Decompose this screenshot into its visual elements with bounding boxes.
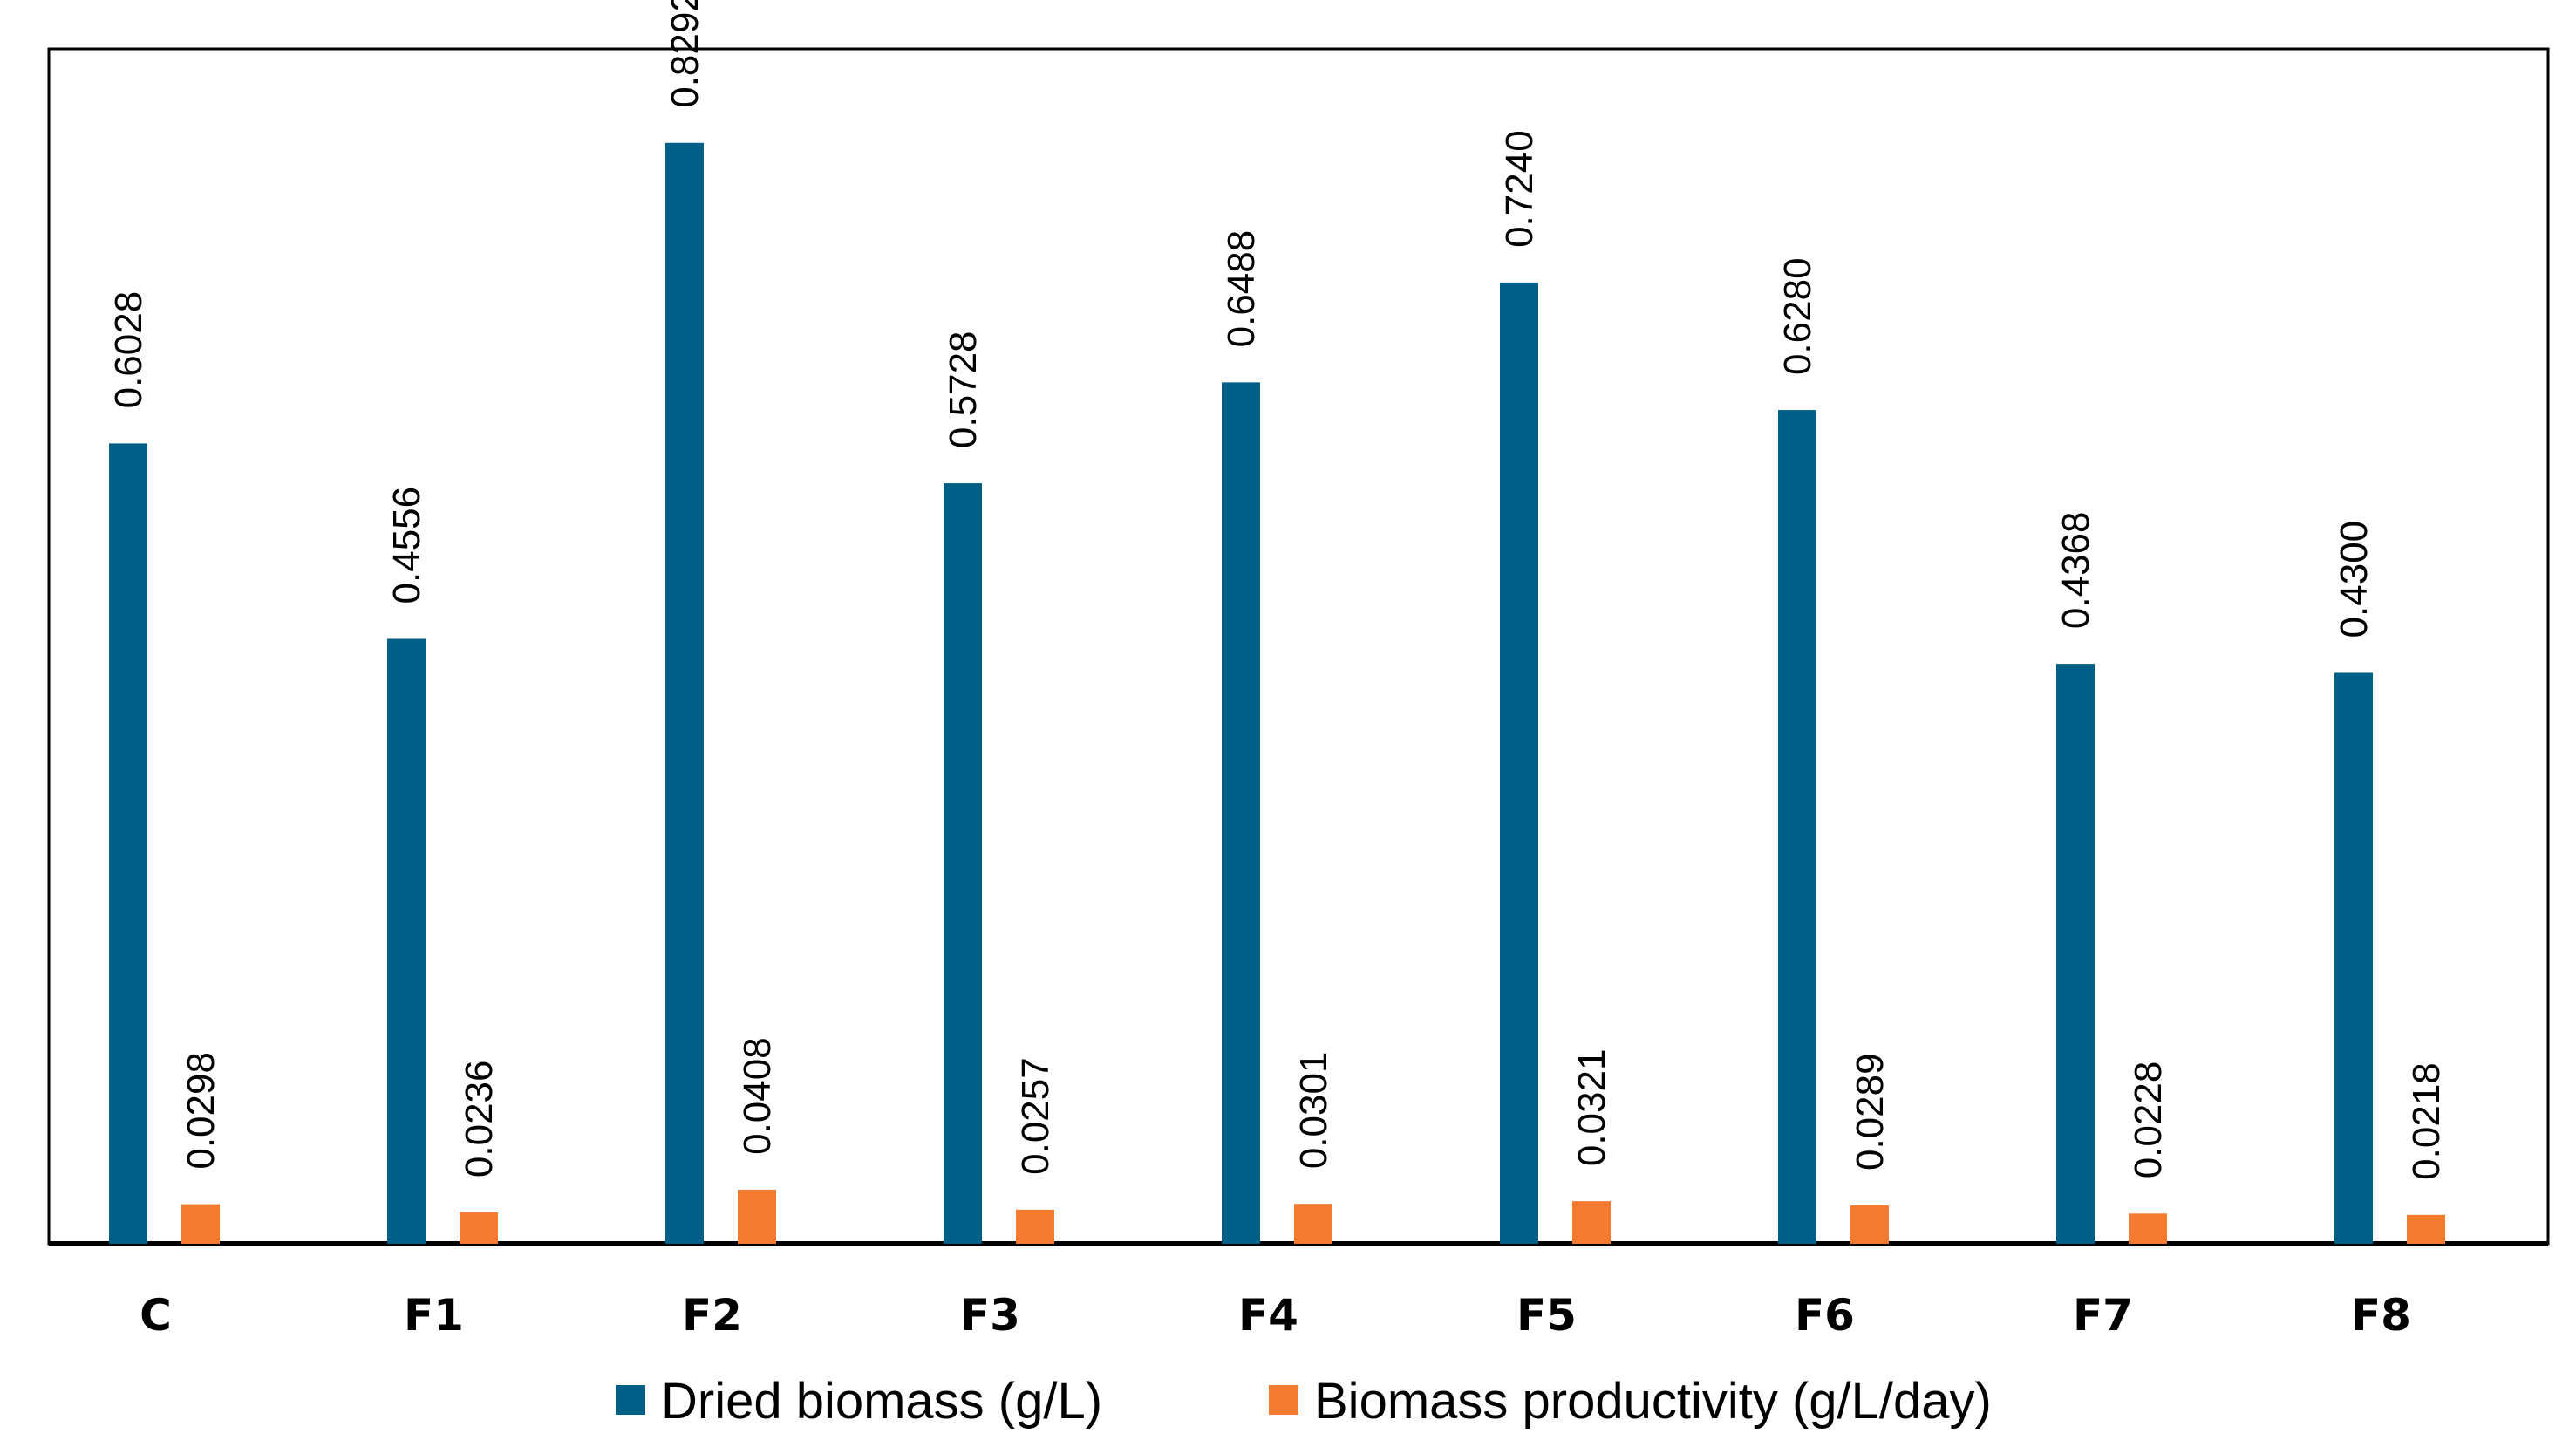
x-tick-label-f1: F1	[404, 1290, 464, 1341]
bar-biomass-productivity-f1	[460, 1212, 498, 1244]
x-tick-label-f6: F6	[1795, 1290, 1855, 1341]
data-label-biomass-productivity-c: 0.0298	[180, 1052, 222, 1170]
bar-dried-biomass-c	[109, 443, 147, 1245]
x-tick-label-f3: F3	[960, 1290, 1020, 1341]
data-label-biomass-productivity-f7: 0.0228	[2127, 1061, 2170, 1179]
bar-dried-biomass-f5	[1500, 282, 1538, 1244]
x-tick-label-f4: F4	[1238, 1290, 1298, 1341]
data-label-dried-biomass-f8: 0.4300	[2333, 521, 2375, 638]
bar-dried-biomass-f1	[387, 638, 426, 1244]
data-label-biomass-productivity-f4: 0.0301	[1292, 1052, 1335, 1170]
bar-biomass-productivity-f5	[1572, 1201, 1611, 1244]
bar-dried-biomass-f2	[665, 142, 704, 1245]
data-label-biomass-productivity-f2: 0.0408	[736, 1037, 779, 1155]
data-label-dried-biomass-f3: 0.5728	[942, 331, 985, 448]
bar-dried-biomass-f7	[2056, 664, 2095, 1244]
bar-biomass-productivity-f4	[1294, 1204, 1332, 1244]
x-tick-label-f5: F5	[1516, 1290, 1577, 1341]
data-label-biomass-productivity-f8: 0.0218	[2405, 1062, 2448, 1180]
data-label-dried-biomass-f5: 0.7240	[1498, 130, 1541, 248]
bar-biomass-productivity-f6	[1850, 1205, 1889, 1244]
data-label-biomass-productivity-f5: 0.0321	[1571, 1049, 1613, 1167]
data-label-dried-biomass-f7: 0.4368	[2055, 512, 2097, 630]
x-tick-label-f2: F2	[682, 1290, 742, 1341]
data-label-dried-biomass-f6: 0.6280	[1776, 257, 1819, 375]
data-label-dried-biomass-c: 0.6028	[107, 291, 150, 409]
bar-dried-biomass-f6	[1778, 410, 1816, 1244]
bar-biomass-productivity-f8	[2407, 1214, 2445, 1244]
bar-biomass-productivity-f3	[1016, 1209, 1054, 1244]
bar-dried-biomass-f8	[2334, 672, 2373, 1244]
legend-label-dried-biomass: Dried biomass (g/L)	[661, 1373, 1102, 1430]
legend-label-biomass-productivity: Biomass productivity (g/L/day)	[1314, 1373, 1992, 1430]
x-tick-label-f7: F7	[2073, 1290, 2133, 1341]
bar-biomass-productivity-f2	[738, 1189, 776, 1244]
bar-biomass-productivity-f7	[2129, 1213, 2167, 1244]
data-label-biomass-productivity-f6: 0.0289	[1849, 1053, 1891, 1171]
x-tick-label-f8: F8	[2351, 1290, 2411, 1341]
data-label-biomass-productivity-f1: 0.0236	[458, 1060, 501, 1178]
bar-biomass-productivity-c	[181, 1204, 220, 1244]
legend-swatch-dried-biomass	[616, 1385, 645, 1415]
data-label-dried-biomass-f1: 0.4556	[385, 487, 428, 604]
data-label-dried-biomass-f4: 0.6488	[1220, 230, 1263, 348]
bar-dried-biomass-f4	[1222, 382, 1260, 1245]
legend-swatch-biomass-productivity	[1269, 1385, 1298, 1415]
x-tick-label-c: C	[140, 1290, 172, 1341]
bar-dried-biomass-f3	[944, 483, 982, 1244]
data-label-biomass-productivity-f3: 0.0257	[1014, 1057, 1057, 1175]
data-label-dried-biomass-f2: 0.8292	[664, 0, 706, 108]
